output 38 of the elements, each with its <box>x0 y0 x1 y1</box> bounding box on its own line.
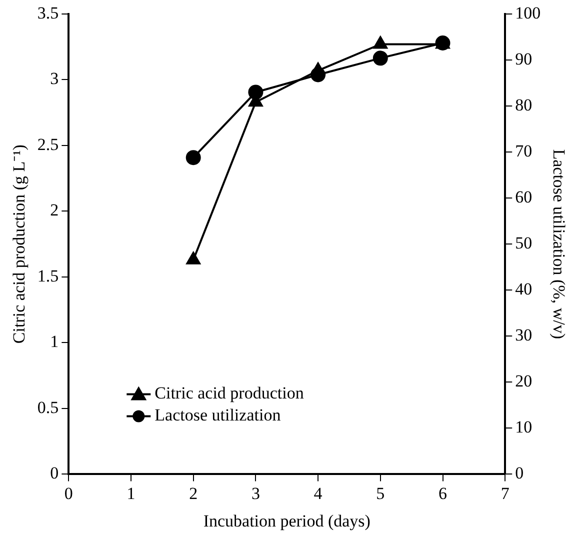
y-tick-label: 0.5 <box>37 398 59 417</box>
x-tick-label: 0 <box>64 484 73 503</box>
y2-tick-label: 70 <box>515 142 532 161</box>
y-tick-label: 2 <box>50 200 59 220</box>
x-tick-label: 7 <box>500 484 510 503</box>
y2-tick-label: 90 <box>515 49 532 68</box>
y2-tick-label: 30 <box>515 326 532 345</box>
point <box>186 251 201 264</box>
y-axis-title: Citric acid production (g L⁻¹) <box>10 144 29 344</box>
point <box>248 84 264 100</box>
y2-axis-title: Lactose utilization (%, w/v) <box>549 149 568 339</box>
x-tick-label: 3 <box>251 484 260 503</box>
y-tick-label: 0 <box>50 464 59 483</box>
y-tick-label: 1 <box>50 332 59 352</box>
point <box>310 67 326 82</box>
point <box>186 150 201 166</box>
x-tick-label: 1 <box>126 484 136 503</box>
y2-tick-label: 20 <box>515 372 532 391</box>
y2-tick-label: 50 <box>515 234 532 253</box>
point <box>372 36 388 49</box>
y2-tick-label: 60 <box>515 188 532 207</box>
y2-tick-label: 10 <box>515 418 532 437</box>
y-tick-label: 1.5 <box>37 266 59 286</box>
y2-tick-label: 100 <box>515 3 541 22</box>
x-tick-label: 4 <box>314 484 323 503</box>
y-tick-label: 3.5 <box>37 3 59 22</box>
x-tick-label: 2 <box>189 484 198 503</box>
point <box>372 50 388 66</box>
y2-tick-label: 80 <box>515 96 532 115</box>
legend-label: Citric acid production <box>154 384 304 403</box>
x-tick-label: 5 <box>376 484 385 503</box>
y-tick-label: 3 <box>50 69 59 88</box>
legend-label: Lactose utilization <box>154 406 282 425</box>
x-axis-title: Incubation period (days) <box>203 511 370 530</box>
y2-tick-label: 40 <box>515 280 532 299</box>
y2-tick-label: 0 <box>515 464 524 483</box>
y-tick-label: 2.5 <box>37 134 59 154</box>
x-tick-label: 6 <box>438 484 447 503</box>
